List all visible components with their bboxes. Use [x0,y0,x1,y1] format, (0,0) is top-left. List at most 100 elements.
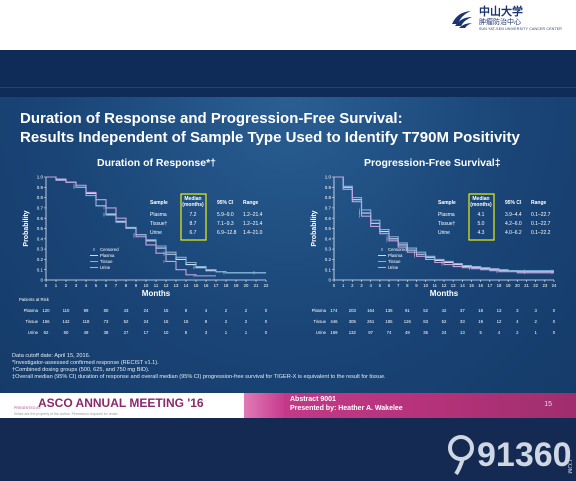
meeting-name: ASCO ANNUAL MEETING '16 [38,396,204,410]
at-risk-count: 12 [497,319,502,324]
at-risk-count: 15 [164,319,169,324]
table-cell-range: 0.1–22.7 [531,212,551,218]
legend-label-plasma: Plasma [100,253,115,258]
at-risk-count: 52 [124,319,129,324]
x-tick-label: 4 [85,283,88,288]
at-risk-count: 174 [330,308,338,313]
at-risk-count: 120 [42,308,50,313]
at-risk-count: 446 [330,319,338,324]
presenter-name: Presented by: Heather A. Wakelee [290,405,403,412]
at-risk-count: 305 [349,319,357,324]
legend-label-censored: Censored [388,247,407,252]
legend-label-urine: Urine [388,265,399,270]
table-header-ci: 95% CI [217,200,234,206]
y-tick-label: 0.7 [37,206,44,211]
meeting-branding: PRESENTED AT: ASCO ANNUAL MEETING '16 Sl… [14,396,204,416]
at-risk-count: 52 [423,308,428,313]
at-risk-count: 118 [83,319,90,324]
table-header-median-unit: (months) [470,202,492,208]
at-risk-count: 83 [423,319,428,324]
header-dark-band [0,50,576,97]
at-risk-count: 3 [534,308,537,313]
x-tick-label: 3 [360,283,363,288]
at-risk-row-label: Urine [316,330,327,335]
at-risk-row-label: Plasma [312,308,327,313]
at-risk-count: 49 [84,330,89,335]
y-tick-label: 0.6 [37,216,44,221]
watermark-text: 91360 [477,436,572,474]
x-tick-label: 18 [497,283,502,288]
at-risk-count: 0 [265,330,268,335]
x-tick-label: 7 [115,283,118,288]
table-cell-ci: 4.2–6.0 [505,221,522,227]
footer-disclaimer: Slides are the property of the author. P… [14,412,119,416]
watermark-tail-icon [454,457,465,476]
at-risk-row-label: Tissue [314,319,327,324]
at-risk-count: 74 [387,330,392,335]
x-axis-title: Months [430,289,459,298]
x-tick-label: 8 [406,283,409,288]
at-risk-count: 99 [84,308,89,313]
x-tick-label: 0 [45,283,48,288]
slide-title-line1: Duration of Response and Progression-Fre… [20,110,403,127]
table-header-sample: Sample [438,200,456,206]
x-tick-label: 9 [415,283,418,288]
x-tick-label: 23 [542,283,547,288]
table-cell-ci: 7.1–9.3 [217,221,234,227]
table-header-range: Range [531,200,547,206]
at-risk-row-label: Tissue [26,319,39,324]
x-tick-label: 21 [254,283,259,288]
at-risk-count: 110 [63,308,70,313]
at-risk-count: 60 [64,330,69,335]
at-risk-count: 13 [497,308,502,313]
table-header-median: Median [472,196,489,202]
at-risk-count: 17 [144,330,149,335]
at-risk-count: 15 [164,308,169,313]
at-risk-count: 13 [460,330,465,335]
y-tick-label: 0.3 [37,247,44,252]
x-tick-label: 18 [224,283,229,288]
y-tick-label: 0.5 [325,226,332,231]
at-risk-count: 2 [245,319,248,324]
table-cell-median: 4.1 [478,212,485,218]
y-tick-label: 0.5 [37,226,44,231]
x-tick-label: 14 [460,283,465,288]
x-tick-label: 5 [379,283,382,288]
at-risk-count: 24 [144,319,149,324]
table-header-ci: 95% CI [505,200,522,206]
km-line-urine [334,176,554,274]
at-risk-count: 18 [478,308,483,313]
at-risk-count: 8 [185,330,188,335]
site-watermark: 91360 .COM [448,435,572,476]
abstract-number: Abstract 9001 [290,396,336,403]
y-axis-title: Probability [23,210,30,246]
x-axis-title: Months [142,289,171,298]
table-header-sample: Sample [150,200,168,206]
legend-label-tissue: Tissue [388,259,401,264]
watermark-suffix: .COM [566,458,572,474]
y-tick-label: 0.9 [325,185,332,190]
logo-university-name: 中山大学 [479,5,524,19]
x-tick-label: 11 [433,283,438,288]
x-tick-label: 22 [533,283,538,288]
y-tick-label: 0.2 [325,257,332,262]
at-risk-count: 8 [205,319,208,324]
at-risk-count: 185 [385,319,393,324]
at-risk-count: 0 [265,319,268,324]
y-tick-label: 0.1 [37,267,44,272]
at-risk-count: 2 [225,308,228,313]
y-tick-label: 0.9 [37,185,44,190]
logo-center-name: 肿瘤防治中心 [479,19,522,27]
at-risk-count: 15 [184,319,189,324]
table-header-range: Range [243,200,259,206]
at-risk-count: 1 [534,330,537,335]
km-line-urine [46,176,216,277]
pfs-panel-title: Progression-Free Survival‡ [364,157,501,169]
x-tick-label: 16 [478,283,483,288]
at-risk-count: 27 [124,330,129,335]
at-risk-count: 203 [349,308,357,313]
at-risk-count: 52 [442,319,447,324]
at-risk-count: 97 [368,330,373,335]
x-tick-label: 5 [95,283,98,288]
dor-panel-title: Duration of Response*† [97,157,217,169]
